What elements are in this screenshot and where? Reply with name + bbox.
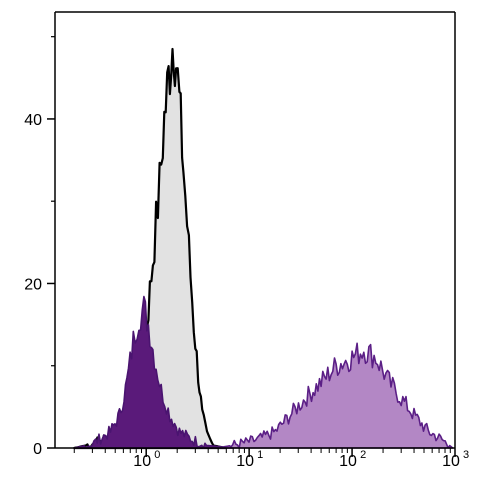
y-axis-ticks: 0 20 40 <box>24 36 55 458</box>
histogram-series-2 <box>73 295 234 449</box>
x-tick-label-1: 10 <box>236 453 254 470</box>
x-tick-exponent-3: 3 <box>463 449 469 461</box>
y-tick-label-2: 40 <box>24 112 42 129</box>
series-layer <box>73 47 454 450</box>
x-tick-exponent-1: 1 <box>257 449 263 461</box>
x-axis-ticks: 10 0 10 1 10 2 10 3 <box>73 448 469 470</box>
histogram-series-3 <box>217 342 454 449</box>
x-tick-label-0: 10 <box>133 453 151 470</box>
x-tick-label-2: 10 <box>339 453 357 470</box>
x-tick-exponent-2: 2 <box>360 449 366 461</box>
y-tick-label-1: 20 <box>24 276 42 293</box>
x-tick-label-3: 10 <box>442 453 460 470</box>
x-tick-exponent-0: 0 <box>154 449 160 461</box>
y-tick-label-0: 0 <box>33 441 42 458</box>
